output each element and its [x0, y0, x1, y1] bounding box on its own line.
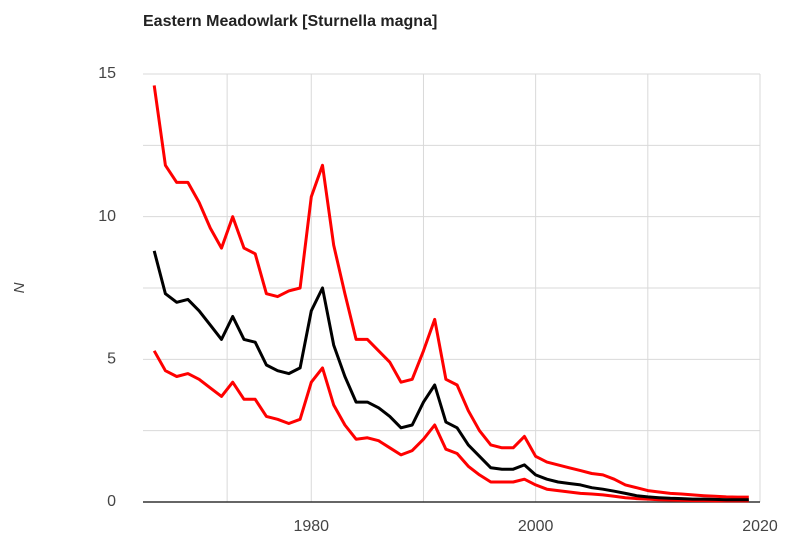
- y-tick-label: 10: [98, 208, 116, 225]
- series-line: [152, 250, 749, 502]
- x-tick-label: 1980: [293, 518, 329, 535]
- y-tick-label: 5: [107, 351, 116, 368]
- chart-title: Eastern Meadowlark [Sturnella magna]: [143, 13, 437, 30]
- x-tick-label: 2020: [742, 518, 778, 535]
- x-tick-label: 2000: [518, 518, 554, 535]
- y-tick-label: 15: [98, 65, 116, 82]
- y-tick-label: 0: [107, 493, 116, 510]
- y-axis-label: N: [11, 282, 28, 293]
- series-line: [152, 85, 749, 499]
- series-line: [152, 350, 749, 503]
